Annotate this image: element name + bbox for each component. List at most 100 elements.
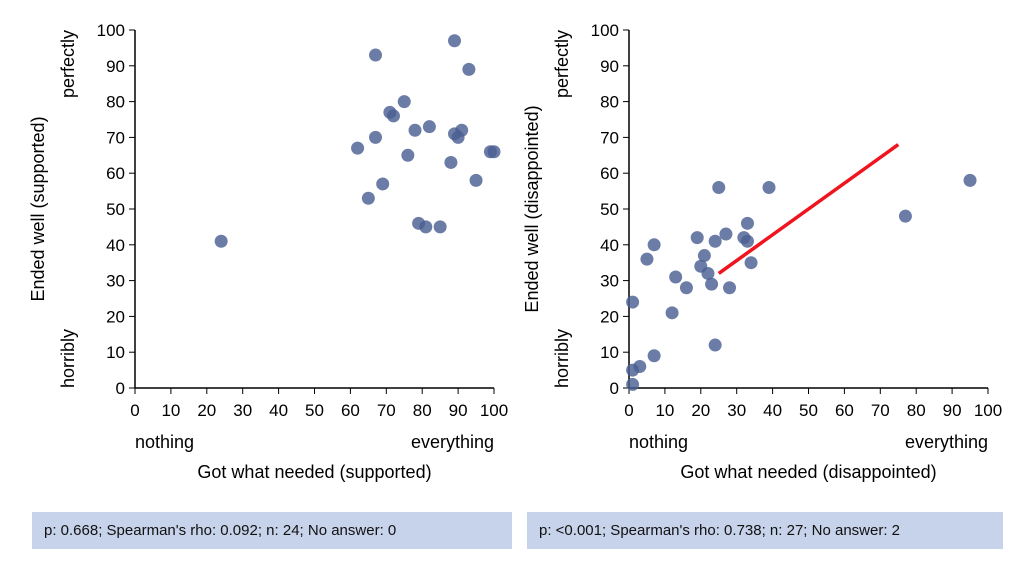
chart-1-data-point [647,349,661,363]
chart-0-y-tick-label: 20 [106,307,125,326]
chart-1-y-tick-label: 80 [600,93,619,112]
chart-1-x-tick-label: 70 [871,401,890,420]
chart-0-y-tick-label: 90 [106,57,125,76]
chart-1-data-point [762,181,776,195]
chart-0-data-point [351,141,365,155]
chart-0-x-tick-label: 50 [305,401,324,420]
chart-1-data-point [712,181,726,195]
chart-1-data-point [690,231,704,245]
chart-0-data-point [462,62,476,76]
chart-0-y-tick-label: 60 [106,164,125,183]
chart-1-y-high-label: perfectly [552,30,572,98]
chart-0-data-point [448,34,462,48]
chart-0-x-tick-label: 10 [161,401,180,420]
chart-1-y-tick-label: 20 [600,307,619,326]
chart-1-x-tick-label: 20 [691,401,710,420]
chart-0-x-axis-title: Got what needed (supported) [197,462,431,482]
chart-1-y-tick-label: 60 [600,164,619,183]
chart-0-y-low-label: horribly [58,329,78,388]
chart-1-data-point [708,338,722,352]
chart-1-data-point [740,234,754,248]
chart-1-x-tick-label: 0 [624,401,633,420]
chart-1-data-point [665,306,679,320]
chart-0-data-point [214,234,228,248]
chart-0-y-high-label: perfectly [58,30,78,98]
chart-0-data-point [444,155,458,169]
chart-0-x-tick-label: 80 [413,401,432,420]
chart-1-x-tick-label: 100 [974,401,1002,420]
chart-1-data-point [626,377,640,391]
stats-box-disappointed: p: <0.001; Spearman's rho: 0.738; n: 27;… [527,512,1003,549]
chart-0-data-point [369,48,383,62]
chart-0-data-point [408,123,422,137]
chart-1-y-tick-label: 0 [610,379,619,398]
chart-1-x-tick-label: 60 [835,401,854,420]
chart-0-data-point [487,145,501,159]
chart-0-data-point [422,120,436,134]
chart-1-data-point [898,209,912,223]
chart-0-y-tick-label: 30 [106,272,125,291]
chart-0-x-high-label: everything [411,432,494,452]
chart-1-x-low-label: nothing [629,432,688,452]
chart-0-x-tick-label: 0 [130,401,139,420]
chart-1-x-tick-label: 80 [907,401,926,420]
chart-1-y-tick-label: 70 [600,128,619,147]
chart-1-y-tick-label: 100 [591,21,619,40]
chart-0-y-tick-label: 70 [106,128,125,147]
chart-0-x-tick-label: 30 [233,401,252,420]
chart-1-x-axis-title: Got what needed (disappointed) [680,462,936,482]
chart-1-data-point [701,266,715,280]
chart-1-y-low-label: horribly [552,329,572,388]
chart-0-data-point [369,130,383,144]
chart-1-data-point [640,252,654,266]
chart-0-x-tick-label: 40 [269,401,288,420]
chart-1-data-point [626,295,640,309]
chart-0-y-tick-label: 10 [106,343,125,362]
chart-1-data-point [963,173,977,187]
chart-1-y-tick-label: 90 [600,57,619,76]
chart-1-data-point [705,277,719,291]
chart-1-y-axis-title: Ended well (disappointed) [522,105,542,312]
chart-1-x-tick-label: 50 [799,401,818,420]
chart-0-y-tick-label: 80 [106,93,125,112]
chart-1-data-point [708,234,722,248]
chart-1-trend-line [717,143,900,275]
chart-0-x-tick-label: 100 [480,401,508,420]
chart-1-y-tick-label: 40 [600,236,619,255]
chart-1-x-tick-label: 10 [655,401,674,420]
chart-1-data-point [719,227,733,241]
chart-0-x-tick-label: 70 [377,401,396,420]
chart-1-data-point [669,270,683,284]
chart-0-data-point [397,95,411,109]
chart-0-y-tick-label: 50 [106,200,125,219]
stats-box-supported: p: 0.668; Spearman's rho: 0.092; n: 24; … [32,512,512,549]
chart-0-x-tick-label: 90 [449,401,468,420]
chart-0-y-axis-title: Ended well (supported) [28,116,48,301]
chart-1-data-point [679,281,693,295]
chart-1-data-point [697,249,711,263]
chart-0-x-tick-label: 60 [341,401,360,420]
chart-1-y-tick-label: 50 [600,200,619,219]
chart-0-data-point [469,173,483,187]
chart-0-y-tick-label: 100 [97,21,125,40]
chart-1-data-point [633,360,647,374]
chart-1-data-point [744,256,758,270]
chart-0-data-point [376,177,390,191]
chart-0-x-tick-label: 20 [197,401,216,420]
chart-0-y-tick-label: 40 [106,236,125,255]
chart-0-data-point [361,191,375,205]
chart-1-data-point [647,238,661,252]
chart-0-data-point [401,148,415,162]
chart-1-y-tick-label: 10 [600,343,619,362]
chart-0-data-point [455,123,469,137]
chart-1-data-point [740,216,754,230]
chart-1-x-tick-label: 90 [943,401,962,420]
chart-0-data-point [419,220,433,234]
chart-1-x-tick-label: 30 [727,401,746,420]
chart-1-x-high-label: everything [905,432,988,452]
chart-1-data-point [723,281,737,295]
chart-0-y-tick-label: 0 [116,379,125,398]
chart-1-y-tick-label: 30 [600,272,619,291]
chart-1-x-tick-label: 40 [763,401,782,420]
